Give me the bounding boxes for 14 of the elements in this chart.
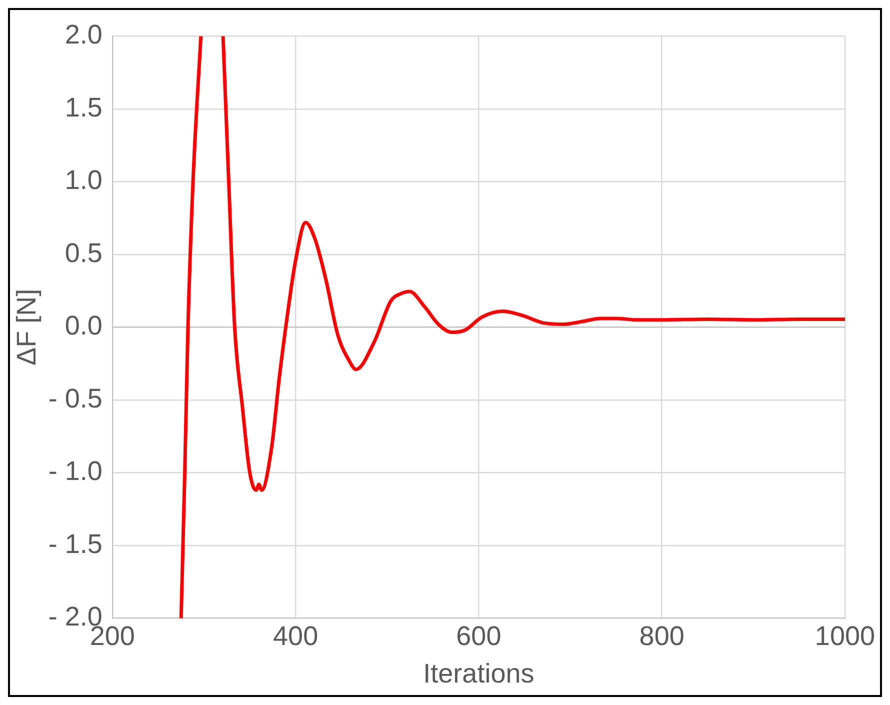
y-tick-label: - 1.0 <box>48 456 102 486</box>
y-tick-label: 0.5 <box>64 238 102 268</box>
x-tick-label: 1000 <box>814 620 876 651</box>
y-tick-label: - 1.5 <box>48 528 102 559</box>
y-tick-label: - 0.5 <box>48 383 102 414</box>
y-tick-label: 0.0 <box>64 310 102 341</box>
y-axis-title: ΔF [N] <box>12 288 42 366</box>
y-tick-label: 1.0 <box>64 165 102 196</box>
x-tick-label: 600 <box>456 620 502 651</box>
x-tick-label: 800 <box>639 620 684 651</box>
y-tick-label: 1.5 <box>64 92 102 122</box>
y-tick-label: 2.0 <box>64 20 102 50</box>
x-tick-label: 400 <box>273 620 318 651</box>
x-axis-title: Iterations <box>423 658 534 688</box>
